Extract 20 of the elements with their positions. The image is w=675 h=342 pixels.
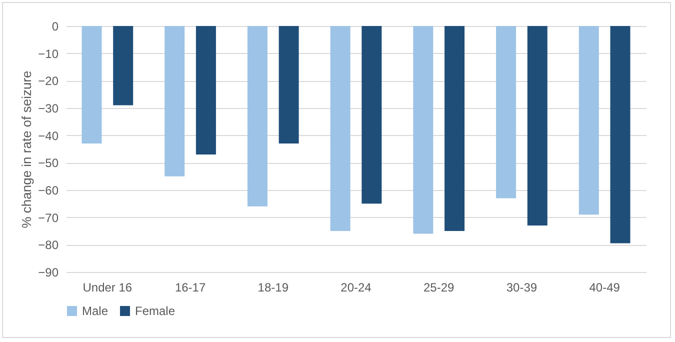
y-tick-label: −30 xyxy=(38,102,59,116)
x-tick-label: 30-39 xyxy=(506,280,538,294)
y-tick-label: −50 xyxy=(38,156,59,170)
x-tick-label: 25-29 xyxy=(424,280,455,294)
x-tick-label: Under 16 xyxy=(82,280,132,294)
x-tick-label: 16-17 xyxy=(174,280,206,294)
y-tick-label: −20 xyxy=(38,74,59,88)
x-tick-label: 18-19 xyxy=(258,280,289,294)
y-tick-label: −70 xyxy=(38,210,59,225)
y-tick-label: −60 xyxy=(38,184,59,198)
y-tick-label: −10 xyxy=(38,46,59,61)
y-tick-label: −90 xyxy=(38,266,59,280)
y-axis-title: % change in rate of seizure xyxy=(19,70,34,228)
legend-label: Male xyxy=(82,304,108,318)
y-tick-label: −80 xyxy=(38,238,59,252)
y-tick-label: −40 xyxy=(38,128,59,143)
x-tick-label: 20-24 xyxy=(340,280,372,294)
x-tick-label: 40-49 xyxy=(589,280,620,294)
legend-label: Female xyxy=(135,304,176,318)
y-tick-label: 0 xyxy=(52,20,59,34)
